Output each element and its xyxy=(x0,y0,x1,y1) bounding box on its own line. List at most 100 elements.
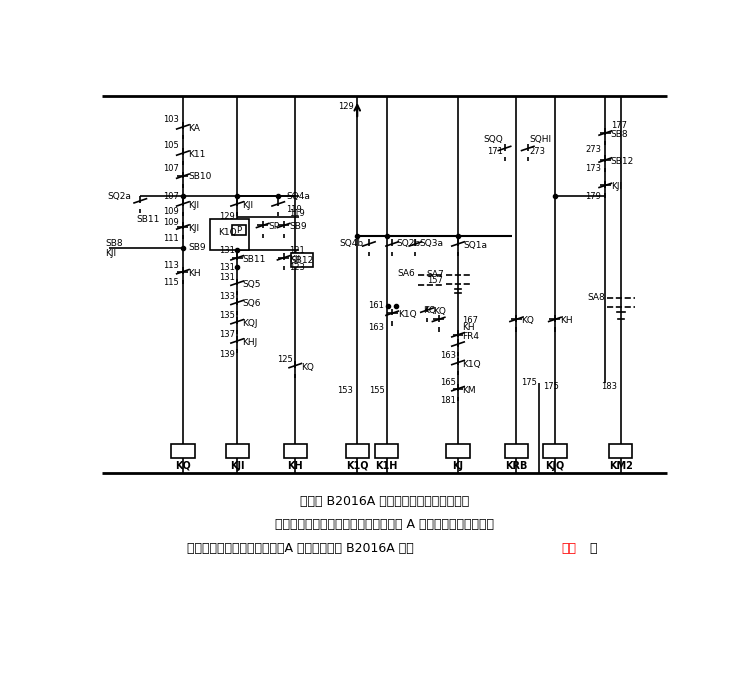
Text: 109: 109 xyxy=(164,207,179,216)
Text: 177: 177 xyxy=(610,121,627,130)
Text: 273: 273 xyxy=(530,147,545,156)
Text: 153: 153 xyxy=(338,386,353,395)
Text: KQJ: KQJ xyxy=(242,319,258,327)
Text: 113: 113 xyxy=(164,261,179,270)
Text: 131: 131 xyxy=(219,262,235,271)
Bar xyxy=(346,444,369,458)
Text: KJI: KJI xyxy=(242,201,254,210)
Text: SB10: SB10 xyxy=(188,173,211,182)
Text: 181: 181 xyxy=(440,396,456,405)
Text: 133: 133 xyxy=(219,292,235,301)
Text: 171: 171 xyxy=(487,147,503,156)
Text: 123: 123 xyxy=(289,262,305,271)
Text: 125: 125 xyxy=(278,355,293,364)
Text: 173: 173 xyxy=(585,164,602,173)
Text: 139: 139 xyxy=(219,349,235,358)
Text: SQ6: SQ6 xyxy=(242,299,261,308)
Text: KH: KH xyxy=(560,316,573,325)
Text: SA8: SA8 xyxy=(587,293,605,302)
Bar xyxy=(284,444,307,458)
Text: KH: KH xyxy=(287,460,303,471)
Bar xyxy=(232,225,246,236)
Text: 115: 115 xyxy=(164,278,179,287)
Text: 155: 155 xyxy=(369,386,384,395)
Text: KHJ: KHJ xyxy=(242,338,258,347)
Text: 167: 167 xyxy=(462,316,478,325)
Text: K1Q: K1Q xyxy=(462,360,481,369)
Text: KJI: KJI xyxy=(289,255,300,264)
Text: SB11: SB11 xyxy=(136,215,160,224)
Text: K1H: K1H xyxy=(376,460,398,471)
Bar xyxy=(171,444,194,458)
Bar xyxy=(226,444,249,458)
Text: 在较长时期中，使用最多的龙门刨床是 A 系列龙门刨床，晶闸管: 在较长时期中，使用最多的龙门刨床是 A 系列龙门刨床，晶闸管 xyxy=(274,519,494,532)
Text: 龙门刨床在生产中也有应用。A 系列中，尤以 B2016A 数量: 龙门刨床在生产中也有应用。A 系列中，尤以 B2016A 数量 xyxy=(187,542,413,555)
Text: KJI: KJI xyxy=(188,201,200,210)
Text: SQHI: SQHI xyxy=(530,136,551,145)
Text: SQ5: SQ5 xyxy=(242,280,261,289)
Text: 137: 137 xyxy=(219,330,235,339)
Text: K1Q: K1Q xyxy=(346,460,368,471)
Text: SQ2a: SQ2a xyxy=(107,192,131,201)
Text: 121: 121 xyxy=(289,245,304,255)
Text: KJI: KJI xyxy=(230,460,244,471)
Text: 129: 129 xyxy=(219,212,235,221)
Text: KJ: KJ xyxy=(452,460,464,471)
Text: 157: 157 xyxy=(427,276,442,286)
Text: 111: 111 xyxy=(164,234,179,243)
Bar xyxy=(446,444,470,458)
Text: 175: 175 xyxy=(521,378,538,387)
Text: KJI: KJI xyxy=(105,249,116,258)
Text: 179: 179 xyxy=(586,192,602,201)
Text: 163: 163 xyxy=(440,351,456,360)
Text: 为多: 为多 xyxy=(562,542,577,555)
Bar xyxy=(505,444,528,458)
Text: 163: 163 xyxy=(368,323,384,332)
Text: SB8: SB8 xyxy=(610,130,628,139)
Text: 129: 129 xyxy=(338,102,353,112)
Text: KH: KH xyxy=(188,269,201,277)
Text: 131: 131 xyxy=(219,273,235,282)
Text: K11: K11 xyxy=(188,150,206,159)
Text: K1Q: K1Q xyxy=(217,228,236,237)
Text: 105: 105 xyxy=(164,141,179,150)
Text: 107: 107 xyxy=(164,192,179,201)
Text: SA7: SA7 xyxy=(426,270,444,279)
Text: K1Q: K1Q xyxy=(398,310,417,319)
Text: 161: 161 xyxy=(368,301,384,310)
Text: KQ: KQ xyxy=(301,362,313,371)
Text: KQ: KQ xyxy=(433,307,446,316)
Text: 131: 131 xyxy=(219,245,235,255)
Text: KJI: KJI xyxy=(610,182,622,191)
Text: SQ4a: SQ4a xyxy=(286,192,310,201)
Text: 119: 119 xyxy=(289,209,304,218)
Text: KM2: KM2 xyxy=(609,460,633,471)
Text: 。: 。 xyxy=(590,542,597,555)
Text: 107: 107 xyxy=(164,164,179,173)
Text: SB8: SB8 xyxy=(105,239,123,249)
Text: 109: 109 xyxy=(164,218,179,227)
Text: SP: SP xyxy=(268,223,279,232)
Bar xyxy=(291,253,313,267)
Text: KQ: KQ xyxy=(521,316,535,325)
Text: P: P xyxy=(236,225,242,234)
Text: 103: 103 xyxy=(164,114,179,124)
Text: 135: 135 xyxy=(219,311,235,320)
Text: 所示为 B2016A 型龙门刨床的电气原理图。: 所示为 B2016A 型龙门刨床的电气原理图。 xyxy=(300,495,469,508)
Text: 273: 273 xyxy=(585,145,602,154)
Text: 175: 175 xyxy=(543,382,559,391)
Text: SQ4b: SQ4b xyxy=(339,239,364,249)
Text: SQQ: SQQ xyxy=(483,136,503,145)
Bar xyxy=(375,444,398,458)
Text: KA: KA xyxy=(188,124,200,133)
Text: SB9: SB9 xyxy=(188,243,206,252)
Text: SB12: SB12 xyxy=(290,256,314,264)
Text: 119: 119 xyxy=(286,205,302,214)
Text: SQ1a: SQ1a xyxy=(464,241,488,250)
Text: KQ: KQ xyxy=(175,460,190,471)
Bar xyxy=(210,219,249,250)
Text: FR4: FR4 xyxy=(462,332,478,341)
Text: KQ: KQ xyxy=(424,306,436,314)
Text: 165: 165 xyxy=(440,378,456,387)
Text: KRB: KRB xyxy=(505,460,527,471)
